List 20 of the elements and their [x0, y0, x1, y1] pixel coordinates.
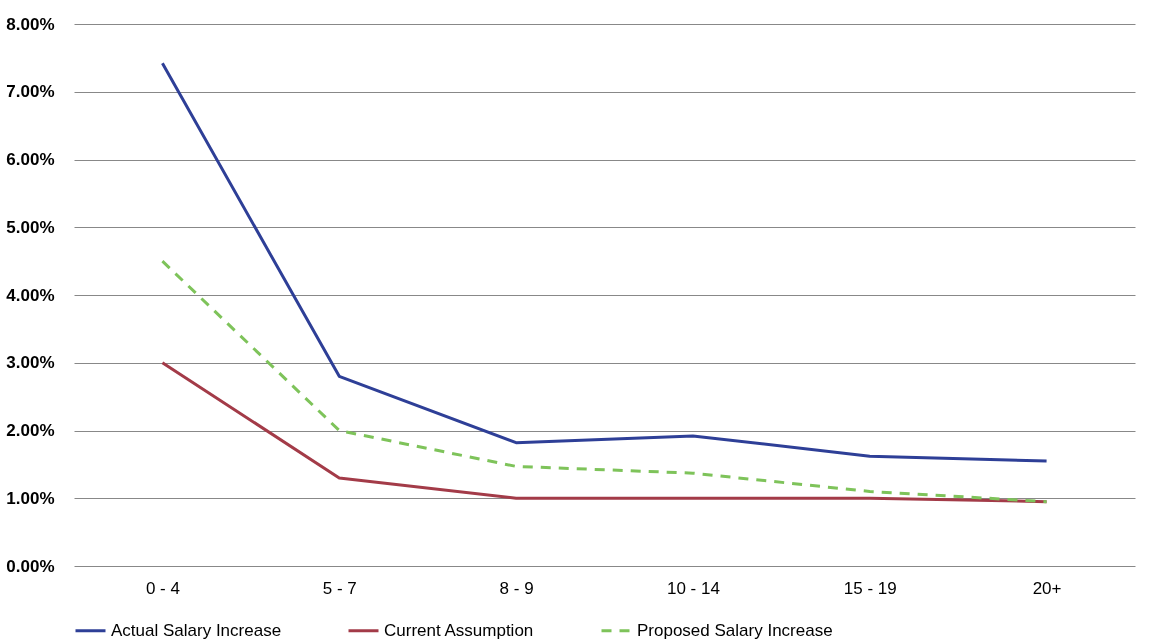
x-tick-label: 10 - 14: [666, 578, 720, 598]
x-tick-label: 15 - 19: [843, 578, 897, 598]
x-tick-label: 20+: [1032, 578, 1062, 598]
y-tick-label: 4.00%: [6, 285, 55, 305]
y-tick-label: 5.00%: [6, 217, 55, 237]
legend-label: Proposed Salary Increase: [637, 620, 833, 640]
legend-label: Current Assumption: [384, 620, 534, 640]
legend-label: Actual Salary Increase: [111, 620, 282, 640]
y-tick-label: 7.00%: [6, 82, 55, 102]
line-series: [160, 259, 1049, 504]
y-tick-label: 3.00%: [6, 353, 55, 373]
x-tick-label: 8 - 9: [499, 578, 534, 598]
x-tick-label: 5 - 7: [322, 578, 357, 598]
y-tick-label: 2.00%: [6, 421, 55, 440]
line-series: [160, 61, 1049, 463]
x-tick-label: 0 - 4: [145, 578, 180, 598]
y-tick-label: 1.00%: [6, 488, 55, 508]
y-tick-label: 6.00%: [6, 150, 55, 169]
y-tick-label: 0.00%: [6, 556, 55, 576]
y-tick-label: 8.00%: [6, 14, 55, 34]
